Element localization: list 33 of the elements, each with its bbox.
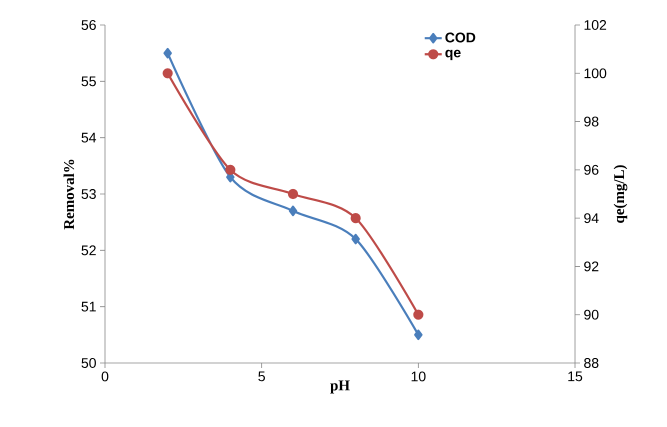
- x-tick-label: 15: [568, 372, 582, 382]
- y2-tick-label: 94: [584, 213, 599, 224]
- y2-tick-label: 92: [584, 261, 598, 272]
- y2-tick-label: 98: [584, 116, 598, 127]
- y2-tick-label: 100: [584, 68, 606, 78]
- y-tick-label: 56: [82, 20, 96, 30]
- y-tick-label: 52: [82, 245, 96, 256]
- point: [413, 310, 424, 320]
- point: [162, 68, 173, 78]
- y2-tick-label: 102: [584, 20, 606, 30]
- y2-tick-label: 90: [584, 310, 598, 320]
- x-axis-title: pH: [330, 380, 350, 394]
- y-tick-label: 51: [82, 302, 96, 312]
- x-tick-label: 5: [258, 372, 265, 382]
- legend-label: qe: [445, 50, 461, 60]
- y-tick-label: 53: [82, 189, 96, 199]
- x-tick-label: 0: [102, 372, 108, 382]
- y2-tick-label: 88: [584, 358, 598, 368]
- point: [225, 164, 236, 175]
- y-axis-title: Removal%: [64, 160, 74, 230]
- x-tick-label: 10: [412, 372, 426, 382]
- y-tick-label: 50: [82, 358, 96, 368]
- point: [350, 213, 361, 224]
- point: [351, 234, 360, 244]
- y2-axis-title: qe(mg/L): [614, 165, 628, 223]
- y-tick-label: 54: [82, 132, 96, 143]
- point: [163, 48, 172, 58]
- y-tick-label: 55: [82, 76, 96, 86]
- point: [288, 188, 298, 200]
- point: [288, 206, 298, 216]
- point: [414, 330, 423, 340]
- y2-tick-label: 96: [584, 164, 598, 175]
- legend-label: COD: [445, 32, 476, 42]
